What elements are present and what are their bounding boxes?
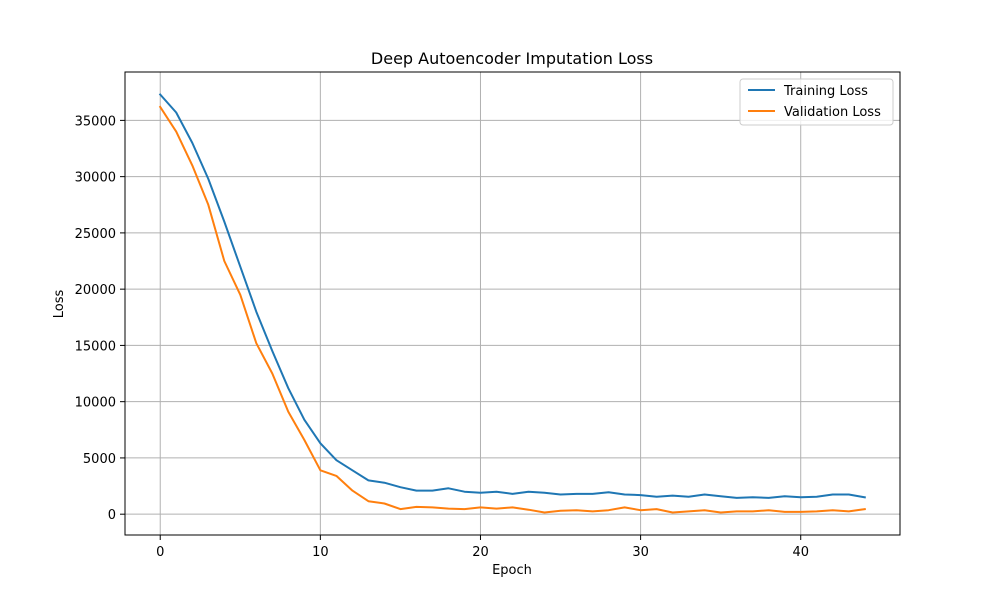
y-tick-label: 25000 bbox=[75, 227, 116, 242]
legend: Training Loss Validation Loss bbox=[739, 78, 894, 126]
grid bbox=[125, 72, 900, 535]
validation-loss-line bbox=[158, 105, 866, 514]
y-tick-label: 20000 bbox=[75, 283, 116, 298]
chart-title: Deep Autoencoder Imputation Loss bbox=[371, 49, 653, 68]
y-tick-label: 15000 bbox=[75, 339, 116, 354]
y-axis-label: Loss bbox=[52, 290, 67, 319]
legend-label-training: Training Loss bbox=[783, 84, 868, 99]
training-loss-line bbox=[158, 93, 866, 499]
legend-label-validation: Validation Loss bbox=[784, 105, 881, 120]
x-tick-label: 40 bbox=[792, 545, 809, 560]
plot-lines bbox=[158, 93, 866, 514]
y-tick-label: 10000 bbox=[75, 396, 116, 411]
x-tick-label: 30 bbox=[632, 545, 649, 560]
x-axis-label: Epoch bbox=[492, 563, 532, 578]
y-tick-label: 0 bbox=[108, 508, 116, 523]
plot-frame bbox=[124, 71, 901, 536]
x-tick-label: 20 bbox=[472, 545, 489, 560]
x-tick-label: 10 bbox=[312, 545, 329, 560]
x-tick-label: 0 bbox=[156, 545, 164, 560]
y-tick-label: 5000 bbox=[83, 452, 116, 467]
y-tick-label: 30000 bbox=[75, 171, 116, 186]
x-axis: 0 10 20 30 40 bbox=[156, 535, 809, 560]
y-tick-label: 35000 bbox=[75, 114, 116, 129]
legend-box bbox=[739, 78, 894, 126]
y-axis: 0 5000 10000 15000 20000 25000 30000 35000 bbox=[75, 114, 125, 523]
